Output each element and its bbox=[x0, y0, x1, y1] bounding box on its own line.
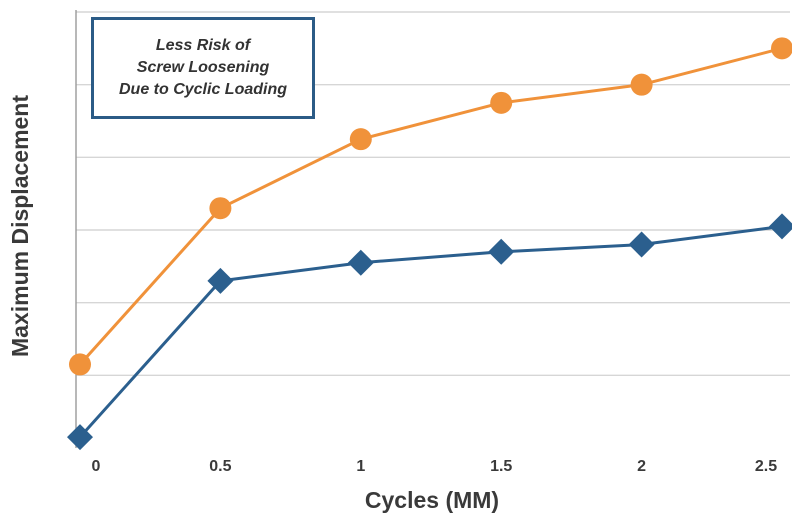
data-point bbox=[209, 197, 232, 220]
data-point bbox=[490, 91, 513, 114]
x-tick-labels: 0 0.5 1 1.5 2 2.5 bbox=[92, 458, 778, 475]
x-tick-label: 0.5 bbox=[209, 458, 231, 475]
data-point bbox=[67, 424, 93, 451]
data-point bbox=[349, 128, 372, 151]
data-point bbox=[347, 249, 374, 276]
x-tick-label: 2.5 bbox=[755, 458, 777, 475]
data-point bbox=[628, 231, 655, 258]
data-point bbox=[207, 267, 234, 294]
x-tick-label: 2 bbox=[637, 458, 646, 475]
x-tick-label: 1.5 bbox=[490, 458, 512, 475]
series-line bbox=[78, 224, 783, 439]
annotation-line-3: Due to Cyclic Loading bbox=[118, 81, 287, 98]
series-1 bbox=[69, 37, 792, 376]
data-point bbox=[69, 353, 91, 376]
data-point bbox=[771, 37, 792, 60]
data-point bbox=[769, 213, 792, 240]
series-2 bbox=[67, 213, 792, 451]
x-tick-label: 1 bbox=[356, 458, 365, 475]
annotation-line-2: Screw Loosening bbox=[136, 59, 270, 76]
data-point bbox=[630, 73, 653, 96]
series-line bbox=[78, 46, 783, 366]
x-tick-label: 0 bbox=[92, 458, 101, 475]
annotation-box: Less Risk of Screw Loosening Due to Cycl… bbox=[91, 17, 315, 119]
series-group bbox=[67, 37, 792, 451]
y-axis-title: Maximum Displacement bbox=[7, 95, 33, 357]
data-point bbox=[488, 238, 515, 265]
x-axis-title: Cycles (MM) bbox=[365, 487, 499, 513]
annotation-line-1: Less Risk of bbox=[155, 37, 251, 54]
